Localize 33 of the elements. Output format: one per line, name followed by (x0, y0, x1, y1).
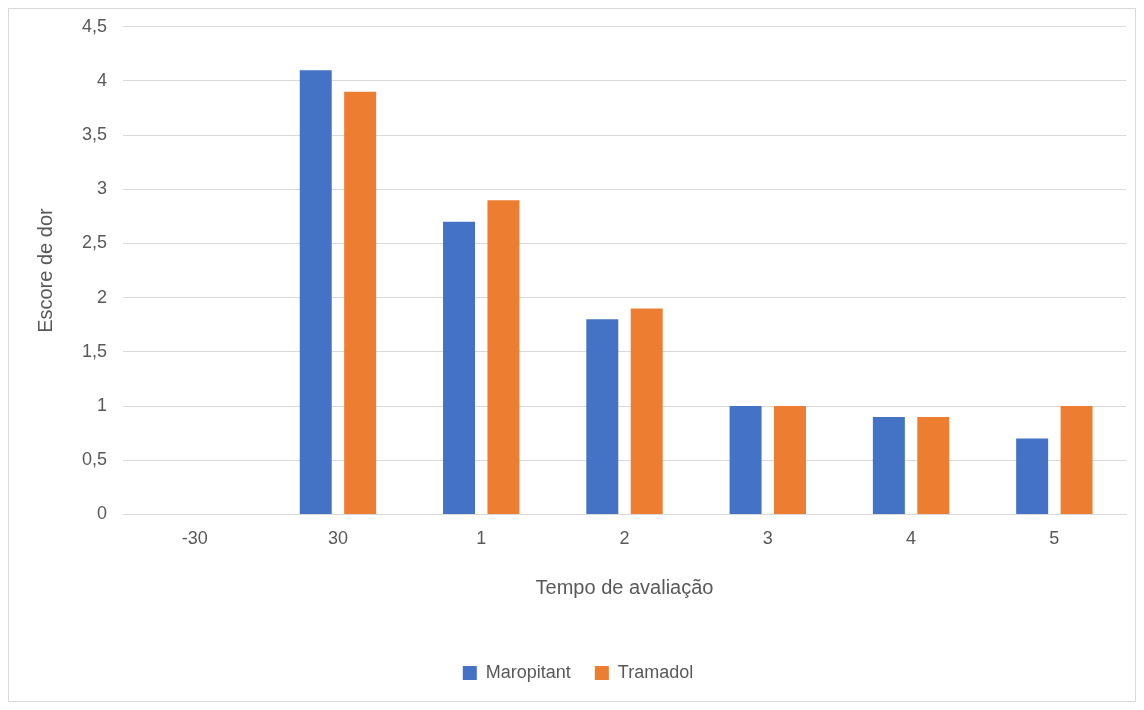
y-tick-label: 3,5 (81, 124, 108, 145)
y-tick-label: 1,5 (81, 340, 108, 361)
bar (586, 319, 619, 514)
legend-label: Maropitant (485, 661, 571, 682)
x-axis-title: Tempo de avaliação (535, 575, 714, 598)
y-tick-label: 4,5 (81, 15, 108, 36)
bar (630, 308, 663, 514)
x-tick-label: 30 (327, 528, 348, 549)
y-tick-label: 2,5 (81, 232, 108, 253)
y-tick-label: 2 (97, 286, 108, 307)
y-axis-title: Escore de dor (33, 208, 56, 333)
x-tick-label: 3 (762, 528, 773, 549)
x-tick-label: 2 (619, 528, 630, 549)
x-tick-label: 1 (476, 528, 487, 549)
legend-label: Tramadol (617, 661, 694, 682)
y-tick-label: 0,5 (81, 449, 108, 470)
y-tick-label: 0 (97, 503, 108, 524)
bar (344, 91, 377, 514)
bar (443, 221, 476, 514)
y-tick-label: 3 (97, 178, 108, 199)
y-tick-label: 4 (97, 69, 108, 90)
bar (487, 200, 520, 514)
x-tick-label: 5 (1049, 528, 1060, 549)
bar (1016, 438, 1049, 514)
x-tick-label: 4 (906, 528, 917, 549)
y-tick-label: 1 (97, 395, 108, 416)
bar (917, 416, 950, 514)
bar (299, 70, 332, 514)
bar (729, 406, 762, 514)
bar (774, 406, 806, 514)
bar (1060, 406, 1093, 514)
x-tick-label: -30 (181, 528, 208, 549)
bar (872, 416, 905, 514)
